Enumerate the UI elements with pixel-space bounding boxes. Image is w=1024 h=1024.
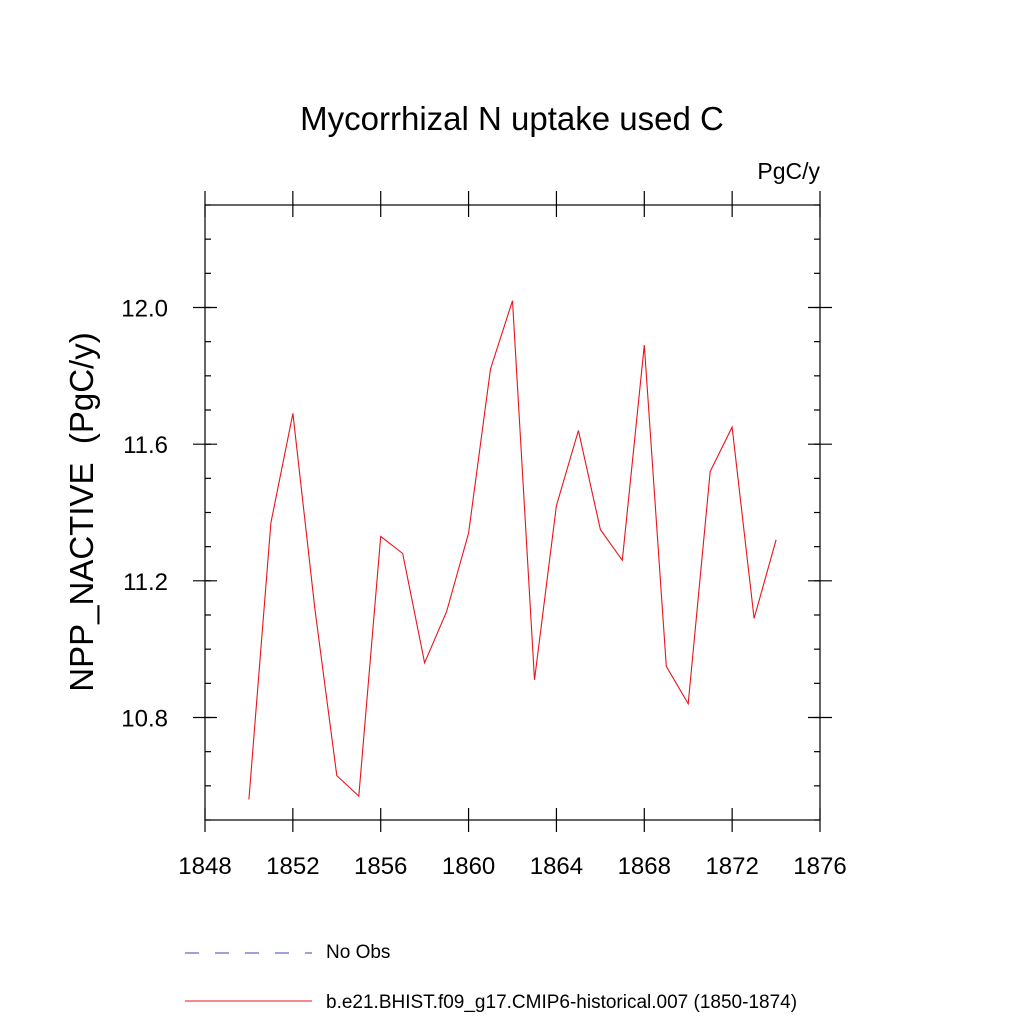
y-tick-label: 11.2 (123, 569, 168, 596)
y-tick-label: 11.6 (123, 432, 168, 459)
x-tick-label: 1848 (178, 853, 231, 880)
axis-ticks (193, 191, 832, 832)
series-line (248, 300, 777, 800)
x-tick-label: 1864 (530, 853, 583, 880)
x-tick-label: 1876 (793, 853, 846, 880)
legend (185, 952, 312, 1002)
tick-labels: 1848 1852 1856 1860 1864 1868 1872 1876 10.8 11.2… (121, 296, 846, 881)
x-tick-label: 1852 (266, 853, 319, 880)
y-tick-label: 10.8 (121, 706, 168, 733)
y-tick-label: 12.0 (121, 296, 168, 323)
plot-frame (204, 204, 821, 821)
x-tick-label: 1860 (442, 853, 495, 880)
legend-label-no-obs: No Obs (326, 942, 391, 963)
units-label: PgC/y (757, 158, 820, 184)
x-tick-label: 1868 (618, 853, 671, 880)
x-tick-label: 1856 (354, 853, 407, 880)
chart-title: Mycorrhizal N uptake used C (300, 100, 724, 137)
series-layer (248, 300, 777, 800)
x-tick-label: 1872 (705, 853, 758, 880)
legend-label-model: b.e21.BHIST.f09_g17.CMIP6-historical.007… (326, 992, 798, 1013)
